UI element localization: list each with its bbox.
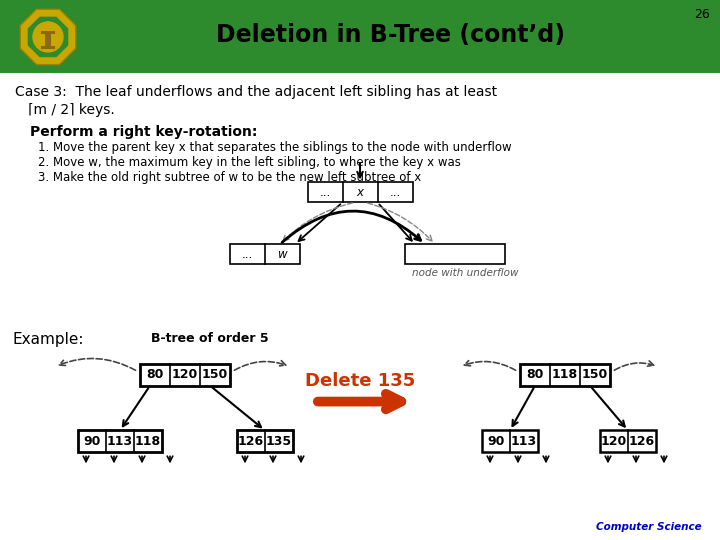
Circle shape <box>33 22 63 52</box>
Text: Computer Science: Computer Science <box>596 522 702 532</box>
Bar <box>140 364 230 386</box>
Text: 113: 113 <box>511 435 537 448</box>
Text: node with underflow: node with underflow <box>412 268 518 278</box>
Text: 80: 80 <box>146 368 163 381</box>
Bar <box>41 46 55 49</box>
Text: B-tree of order 5: B-tree of order 5 <box>151 332 269 345</box>
Text: x: x <box>356 186 364 199</box>
Text: Perform a right key-rotation:: Perform a right key-rotation: <box>30 125 257 139</box>
Text: 126: 126 <box>629 435 655 448</box>
Text: 118: 118 <box>552 368 578 381</box>
Text: 120: 120 <box>172 368 198 381</box>
Text: 90: 90 <box>84 435 101 448</box>
Bar <box>41 31 55 34</box>
Bar <box>45 33 51 47</box>
Text: 26: 26 <box>694 8 710 21</box>
Text: 113: 113 <box>107 435 133 448</box>
Text: 150: 150 <box>202 368 228 381</box>
Text: 120: 120 <box>601 435 627 448</box>
Text: Deletion in B-Tree (cont’d): Deletion in B-Tree (cont’d) <box>215 23 564 47</box>
Bar <box>78 430 162 453</box>
Text: ...: ... <box>390 186 400 199</box>
Text: 135: 135 <box>266 435 292 448</box>
Text: 126: 126 <box>238 435 264 448</box>
Bar <box>482 430 538 453</box>
Text: 3. Make the old right subtree of w to be the new left subtree of x: 3. Make the old right subtree of w to be… <box>38 171 421 184</box>
Text: 118: 118 <box>135 435 161 448</box>
Text: Delete 135: Delete 135 <box>305 372 415 390</box>
Text: 2. Move w, the maximum key in the left sibling, to where the key x was: 2. Move w, the maximum key in the left s… <box>38 156 461 168</box>
Bar <box>230 244 300 264</box>
Text: ...: ... <box>320 186 330 199</box>
Polygon shape <box>20 9 76 65</box>
Bar <box>520 364 610 386</box>
Bar <box>237 430 293 453</box>
Text: 1. Move the parent key x that separates the siblings to the node with underflow: 1. Move the parent key x that separates … <box>38 140 512 153</box>
Text: ...: ... <box>242 248 253 261</box>
Text: 90: 90 <box>487 435 505 448</box>
Bar <box>600 430 656 453</box>
Bar <box>405 244 505 264</box>
Text: 150: 150 <box>582 368 608 381</box>
Text: w: w <box>278 248 287 261</box>
Text: Case 3:  The leaf underflows and the adjacent left sibling has at least: Case 3: The leaf underflows and the adja… <box>15 85 497 99</box>
Text: ⌈m / 2⌉ keys.: ⌈m / 2⌉ keys. <box>15 103 114 117</box>
Bar <box>307 183 413 202</box>
Text: Example:: Example: <box>12 332 84 347</box>
Polygon shape <box>27 17 68 57</box>
Text: 80: 80 <box>526 368 544 381</box>
